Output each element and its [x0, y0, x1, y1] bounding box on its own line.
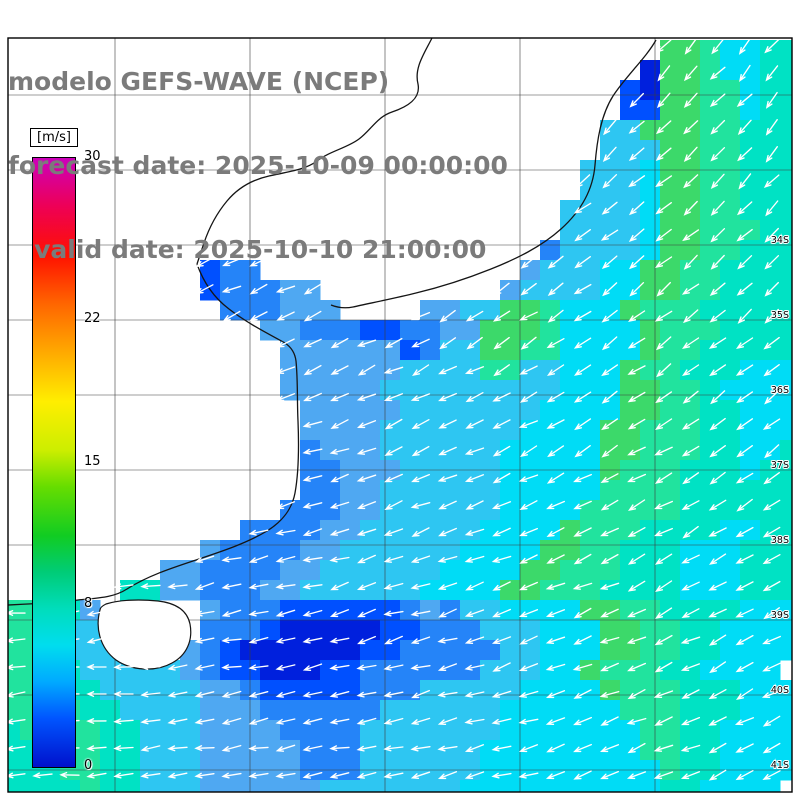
coastline	[196, 37, 433, 265]
latitude-label: 34S	[771, 235, 789, 246]
wind-direction-arrows	[8, 38, 782, 781]
colorbar-tick-label: 8	[84, 595, 93, 611]
latitude-label: 36S	[771, 385, 789, 396]
forecast-date-line: forecast date: 2025-10-09 00:00:00	[8, 151, 508, 180]
title-block: modelo GEFS-WAVE (NCEP) forecast date: 2…	[8, 12, 508, 320]
coastline	[330, 39, 657, 309]
colorbar	[32, 157, 76, 768]
colorbar-unit-label: [m/s]	[30, 128, 78, 147]
valid-date-line: valid date: 2025-10-10 21:00:00	[8, 235, 487, 264]
colorbar-tick-label: 15	[84, 453, 101, 469]
latitude-label: 39S	[771, 610, 789, 621]
land-peninsula	[97, 599, 192, 670]
latitude-label: 37S	[771, 460, 789, 471]
latitude-label: 38S	[771, 535, 789, 546]
coastline	[7, 263, 300, 606]
colorbar-tick-label: 0	[84, 758, 93, 773]
latitude-label: 41S	[771, 760, 789, 771]
colorbar-tick-label: 22	[84, 311, 101, 327]
map-frame	[7, 37, 793, 793]
latitude-label: 40S	[771, 685, 789, 696]
colorbar-tick-label: 30	[84, 149, 101, 164]
latitude-label: 35S	[771, 310, 789, 321]
model-title: modelo GEFS-WAVE (NCEP)	[8, 67, 390, 96]
